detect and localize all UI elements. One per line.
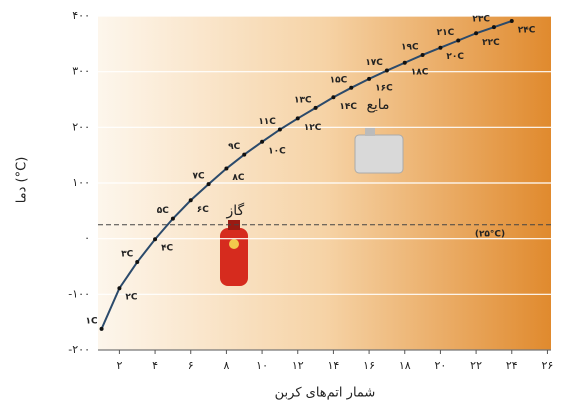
point <box>349 85 354 90</box>
point <box>153 237 158 242</box>
x-tick-label: ۲۲ <box>470 359 482 372</box>
point <box>402 60 407 65</box>
value-label: ۱۴C <box>339 102 357 112</box>
x-tick-label: ۲۰ <box>435 359 447 372</box>
value-label: ۱۰C <box>268 146 286 156</box>
y-tick-label: -۱۰۰ <box>68 287 90 300</box>
gas-bottle <box>220 220 248 286</box>
y-tick-label: ۲۰۰ <box>72 120 90 133</box>
x-tick-label: ۶ <box>188 359 194 372</box>
value-label: ۱C <box>85 316 97 326</box>
value-label: ۷C <box>192 172 204 182</box>
annotation: گاز <box>225 202 244 219</box>
point <box>474 31 479 36</box>
point <box>420 52 425 57</box>
x-tick-label: ۱۸ <box>399 359 411 372</box>
annotation: مایع <box>366 97 389 113</box>
value-label: ۸C <box>232 173 244 183</box>
point <box>99 326 104 331</box>
point <box>117 286 122 291</box>
x-tick-label: ۱۲ <box>292 359 304 372</box>
y-tick-label: ۳۰۰ <box>72 65 90 78</box>
point <box>224 166 229 171</box>
point <box>260 139 265 144</box>
value-label: ۲۲C <box>482 38 500 48</box>
x-tick-label: ۱۴ <box>328 359 340 372</box>
value-label: ۲۰C <box>446 52 464 62</box>
x-tick-label: ۱۶ <box>363 359 375 372</box>
value-label: ۴C <box>161 244 173 254</box>
point <box>206 182 211 187</box>
point <box>188 198 193 203</box>
point <box>313 105 318 110</box>
value-label: ۱۲C <box>304 123 322 133</box>
y-tick-label: ۴۰۰ <box>72 9 90 22</box>
line <box>100 20 513 330</box>
point <box>456 38 461 43</box>
value-label: ۹C <box>228 142 240 152</box>
y-tick-label: ۱۰۰ <box>72 176 90 189</box>
reference-label: (۲۵°C) <box>475 229 505 239</box>
value-label: ۲۱C <box>437 28 455 38</box>
point <box>384 68 389 73</box>
x-tick-label: ۴ <box>152 359 158 372</box>
value-label: ۱۱C <box>258 117 276 127</box>
value-label: ۱۳C <box>294 95 312 105</box>
value-label: ۱۹C <box>401 42 419 52</box>
value-label: ۱۵C <box>330 75 348 85</box>
x-tick-label: ۲ <box>116 359 122 372</box>
x-axis-label: شمار اتم‌های کربن <box>275 386 376 401</box>
point <box>135 260 140 265</box>
value-label: ۵C <box>157 206 169 216</box>
point <box>509 19 514 24</box>
x-tick-label: ۸ <box>223 359 229 372</box>
point <box>331 95 336 100</box>
x-tick-label: ۲۶ <box>542 359 554 372</box>
y-tick-label: -۲۰۰ <box>68 343 90 356</box>
value-label: ۲C <box>125 293 137 303</box>
liquid-can <box>354 128 404 174</box>
value-label: ۱۶C <box>375 83 393 93</box>
point <box>491 25 496 30</box>
y-axis-label: دما (°C) <box>15 157 30 204</box>
value-label: ۶C <box>197 205 209 215</box>
value-label: ۱۸C <box>411 67 429 77</box>
point <box>242 152 247 157</box>
point <box>367 76 372 81</box>
point <box>438 45 443 50</box>
value-label: ۳C <box>121 250 133 260</box>
x-tick-label: ۱۰ <box>256 359 268 372</box>
point <box>170 216 175 221</box>
point <box>295 116 300 121</box>
value-label: ۲۳C <box>472 15 490 25</box>
value-label: ۲۴C <box>518 26 536 36</box>
point <box>277 127 282 132</box>
x-tick-label: ۲۴ <box>506 359 518 372</box>
value-label: ۱۷C <box>365 58 383 68</box>
y-tick-label: ۰ <box>84 232 90 245</box>
